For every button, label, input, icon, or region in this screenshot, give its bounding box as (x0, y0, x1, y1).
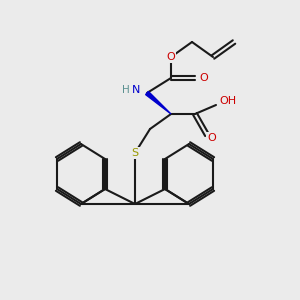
Text: N: N (132, 85, 141, 95)
Text: O: O (207, 133, 216, 143)
Text: OH: OH (219, 95, 236, 106)
Polygon shape (146, 92, 171, 114)
Text: O: O (167, 52, 176, 62)
Text: O: O (200, 73, 208, 83)
Text: H: H (122, 85, 129, 95)
Text: S: S (131, 148, 139, 158)
